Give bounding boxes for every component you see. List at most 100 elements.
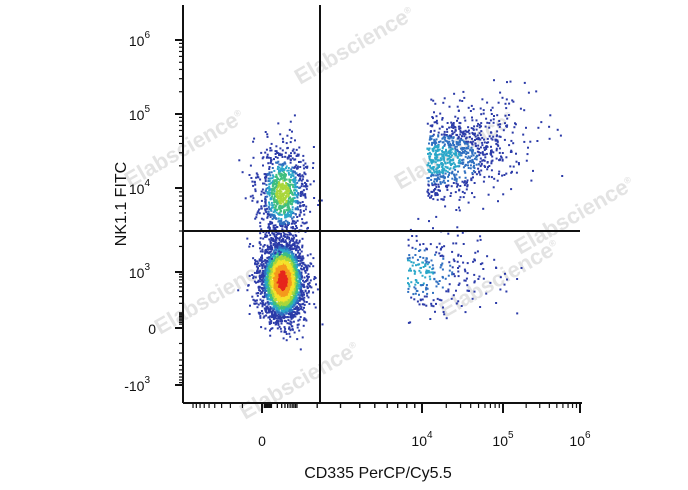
event-dot — [271, 298, 274, 301]
event-dot — [426, 177, 429, 180]
event-dot — [257, 176, 260, 179]
event-dot — [273, 227, 276, 230]
event-dot — [290, 251, 293, 254]
event-dot — [259, 237, 262, 240]
event-dot — [482, 109, 485, 112]
event-dot — [458, 189, 461, 192]
event-dot — [264, 266, 267, 269]
event-dot — [278, 178, 281, 181]
event-dot — [447, 175, 450, 178]
event-dot — [432, 99, 435, 102]
event-dot — [293, 288, 296, 291]
event-dot — [293, 331, 296, 334]
event-dot — [291, 212, 294, 215]
event-dot — [269, 306, 272, 309]
event-dot — [293, 236, 296, 239]
event-dot — [429, 136, 432, 139]
event-dot — [273, 295, 276, 298]
event-dot — [274, 200, 277, 203]
event-dot — [291, 309, 294, 312]
event-dot — [273, 215, 276, 218]
event-dot — [283, 310, 286, 313]
event-dot — [269, 157, 272, 159]
event-dot — [286, 245, 289, 248]
event-dot — [273, 284, 276, 287]
event-dot — [477, 163, 480, 166]
event-dot — [299, 205, 302, 207]
event-dot — [285, 225, 288, 228]
event-dot — [465, 140, 468, 143]
event-dot — [285, 312, 288, 315]
event-dot — [437, 185, 440, 188]
event-dot — [267, 267, 270, 270]
event-dot — [282, 311, 285, 314]
event-dot — [529, 140, 532, 143]
event-dot — [291, 325, 294, 328]
event-dot — [272, 206, 275, 209]
event-dot — [270, 294, 272, 297]
event-dot — [484, 166, 487, 168]
event-dot — [466, 184, 469, 187]
event-dot — [280, 312, 283, 315]
event-dot — [497, 123, 500, 126]
event-dot — [436, 194, 439, 196]
event-dot — [274, 321, 277, 324]
event-dot — [289, 323, 292, 326]
event-dot — [476, 125, 479, 128]
event-dot — [445, 153, 448, 155]
event-dot — [296, 200, 299, 203]
event-dot — [273, 186, 276, 189]
event-dot — [290, 261, 293, 264]
event-dot — [432, 159, 434, 162]
event-dot — [472, 166, 475, 169]
event-dot — [264, 261, 267, 264]
event-dot — [512, 100, 515, 103]
event-dot — [290, 233, 292, 236]
event-dot — [276, 246, 279, 249]
event-dot — [277, 304, 280, 307]
event-dot — [274, 255, 277, 258]
event-dot — [481, 151, 484, 154]
event-dot — [271, 315, 274, 318]
event-dot — [268, 227, 271, 230]
event-dot — [277, 323, 280, 326]
event-dot — [265, 306, 268, 308]
event-dot — [279, 251, 282, 254]
event-dot — [280, 235, 283, 238]
event-dot — [286, 282, 289, 285]
event-dot — [294, 278, 297, 281]
event-dot — [259, 302, 262, 305]
event-dot — [270, 159, 272, 162]
event-dot — [439, 157, 442, 160]
event-dot — [289, 181, 292, 184]
event-dot — [284, 292, 287, 295]
event-dot — [264, 249, 267, 252]
event-dot — [432, 141, 435, 144]
event-dot — [282, 192, 285, 195]
event-dot — [270, 237, 273, 239]
event-dot — [305, 221, 308, 224]
event-dot — [279, 275, 282, 278]
event-dot — [433, 180, 436, 183]
event-dot — [265, 187, 268, 190]
event-dot — [290, 295, 292, 298]
event-dot — [294, 227, 297, 230]
event-dot — [288, 280, 291, 283]
event-dot — [267, 180, 270, 183]
event-dot — [500, 155, 502, 158]
event-dot — [291, 284, 294, 287]
event-dot — [292, 220, 295, 223]
event-dot — [467, 106, 470, 109]
event-dot — [473, 196, 476, 199]
event-dot — [486, 168, 489, 171]
event-dot — [440, 175, 443, 178]
event-dot — [449, 144, 451, 147]
event-dot — [283, 261, 286, 263]
event-dot — [446, 161, 449, 164]
event-dot — [479, 107, 482, 110]
event-dot — [262, 269, 265, 272]
watermark-registered-mark: ® — [347, 339, 358, 351]
event-dot — [269, 250, 272, 253]
event-dot — [438, 171, 441, 174]
event-dot — [297, 257, 300, 260]
